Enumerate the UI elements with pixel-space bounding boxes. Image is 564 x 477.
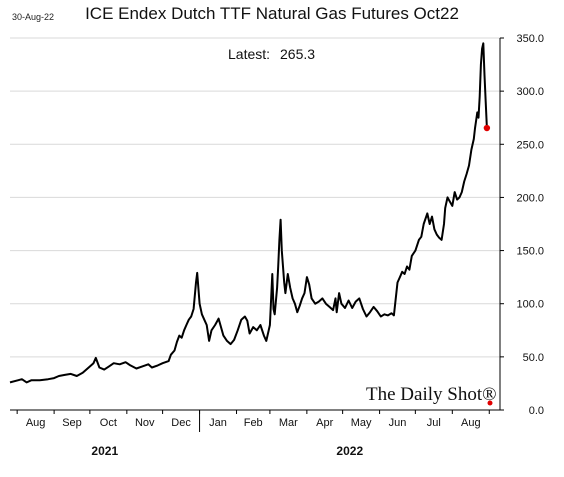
y-tick-label: 350.0 [516, 33, 544, 45]
x-month-label: May [351, 417, 372, 429]
y-axis-ticks: 0.0 50.0 100.0 150.0 200.0 250.0 300.0 350.0 [499, 33, 544, 417]
y-tick-label: 0.0 [529, 405, 544, 417]
x-axis: Aug Sep Oct Nov Dec Jan Feb Mar Apr May Jun Jul Aug 2… [10, 409, 500, 458]
y-tick-label: 300.0 [516, 86, 544, 98]
y-tick-label: 250.0 [516, 139, 544, 151]
x-month-label: Mar [279, 417, 298, 429]
chart-date: 30-Aug-22 [12, 12, 54, 22]
watermark-dot [487, 400, 493, 406]
series-line [9, 42, 488, 384]
chart-title: ICE Endex Dutch TTF Natural Gas Futures … [85, 4, 459, 23]
x-month-label: Jan [209, 417, 227, 429]
x-year-label: 2022 [336, 444, 363, 458]
y-tick-label: 50.0 [523, 352, 544, 364]
latest-point [483, 124, 491, 132]
x-month-label: Aug [26, 417, 46, 429]
x-month-label: Dec [171, 417, 191, 429]
x-month-label: Aug [461, 417, 481, 429]
x-month-label: Oct [100, 417, 117, 429]
y-tick-label: 200.0 [516, 192, 544, 204]
x-month-label: Apr [316, 417, 333, 429]
series-layer [9, 42, 493, 406]
x-month-label: Sep [62, 417, 82, 429]
x-month-label: Jun [389, 417, 407, 429]
watermark: The Daily Shot® [366, 384, 497, 405]
x-year-label: 2021 [91, 444, 118, 458]
x-month-label: Jul [427, 417, 441, 429]
y-tick-label: 100.0 [516, 299, 544, 311]
x-month-label: Feb [244, 417, 263, 429]
latest-value: 265.3 [280, 46, 315, 62]
x-month-label: Nov [135, 417, 155, 429]
gridlines [10, 37, 500, 358]
y-tick-label: 150.0 [516, 246, 544, 258]
latest-label: Latest: [228, 46, 270, 62]
